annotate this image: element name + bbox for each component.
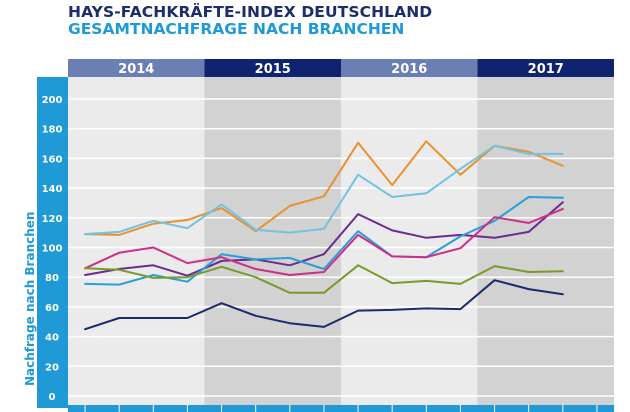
year-band-2014	[68, 77, 205, 405]
y-axis-label: Nachfrage nach Branchen	[23, 211, 37, 386]
year-band-2015	[204, 77, 341, 405]
y-tick-label: 40	[45, 333, 59, 344]
y-tick-label: 80	[45, 273, 59, 284]
year-band-2017	[477, 77, 614, 405]
chart-subtitle: GESAMTNACHFRAGE NACH BRANCHEN	[68, 20, 405, 38]
year-label: 2015	[255, 62, 291, 77]
year-label: 2014	[118, 62, 154, 77]
y-tick-label: 140	[42, 184, 63, 195]
x-axis-bar	[68, 405, 614, 412]
y-tick-label: 20	[45, 362, 59, 373]
y-tick-label: 100	[42, 244, 63, 255]
series-line-magenta	[84, 207, 564, 276]
series-line-green	[84, 264, 564, 294]
y-tick-label: 160	[42, 154, 63, 165]
y-tick-label: 180	[42, 125, 63, 136]
year-header-2015	[204, 59, 341, 77]
y-tick-label: 60	[45, 303, 59, 314]
y-tick-label: 200	[42, 95, 63, 106]
y-tick-label: 0	[49, 392, 56, 403]
y-tick-label: 120	[42, 214, 63, 225]
series-line-light-blue	[84, 144, 564, 236]
year-header-2014	[68, 59, 205, 77]
year-label: 2017	[528, 62, 564, 77]
year-header-2017	[477, 59, 614, 77]
y-axis-bar	[37, 77, 68, 408]
year-band-2016	[341, 77, 478, 405]
chart-title: HAYS-FACHKRÄFTE-INDEX DEUTSCHLAND	[68, 3, 433, 21]
series-line-navy	[84, 279, 564, 331]
year-label: 2016	[391, 62, 427, 77]
series-line-purple	[84, 201, 564, 277]
year-header-2016	[341, 59, 478, 77]
